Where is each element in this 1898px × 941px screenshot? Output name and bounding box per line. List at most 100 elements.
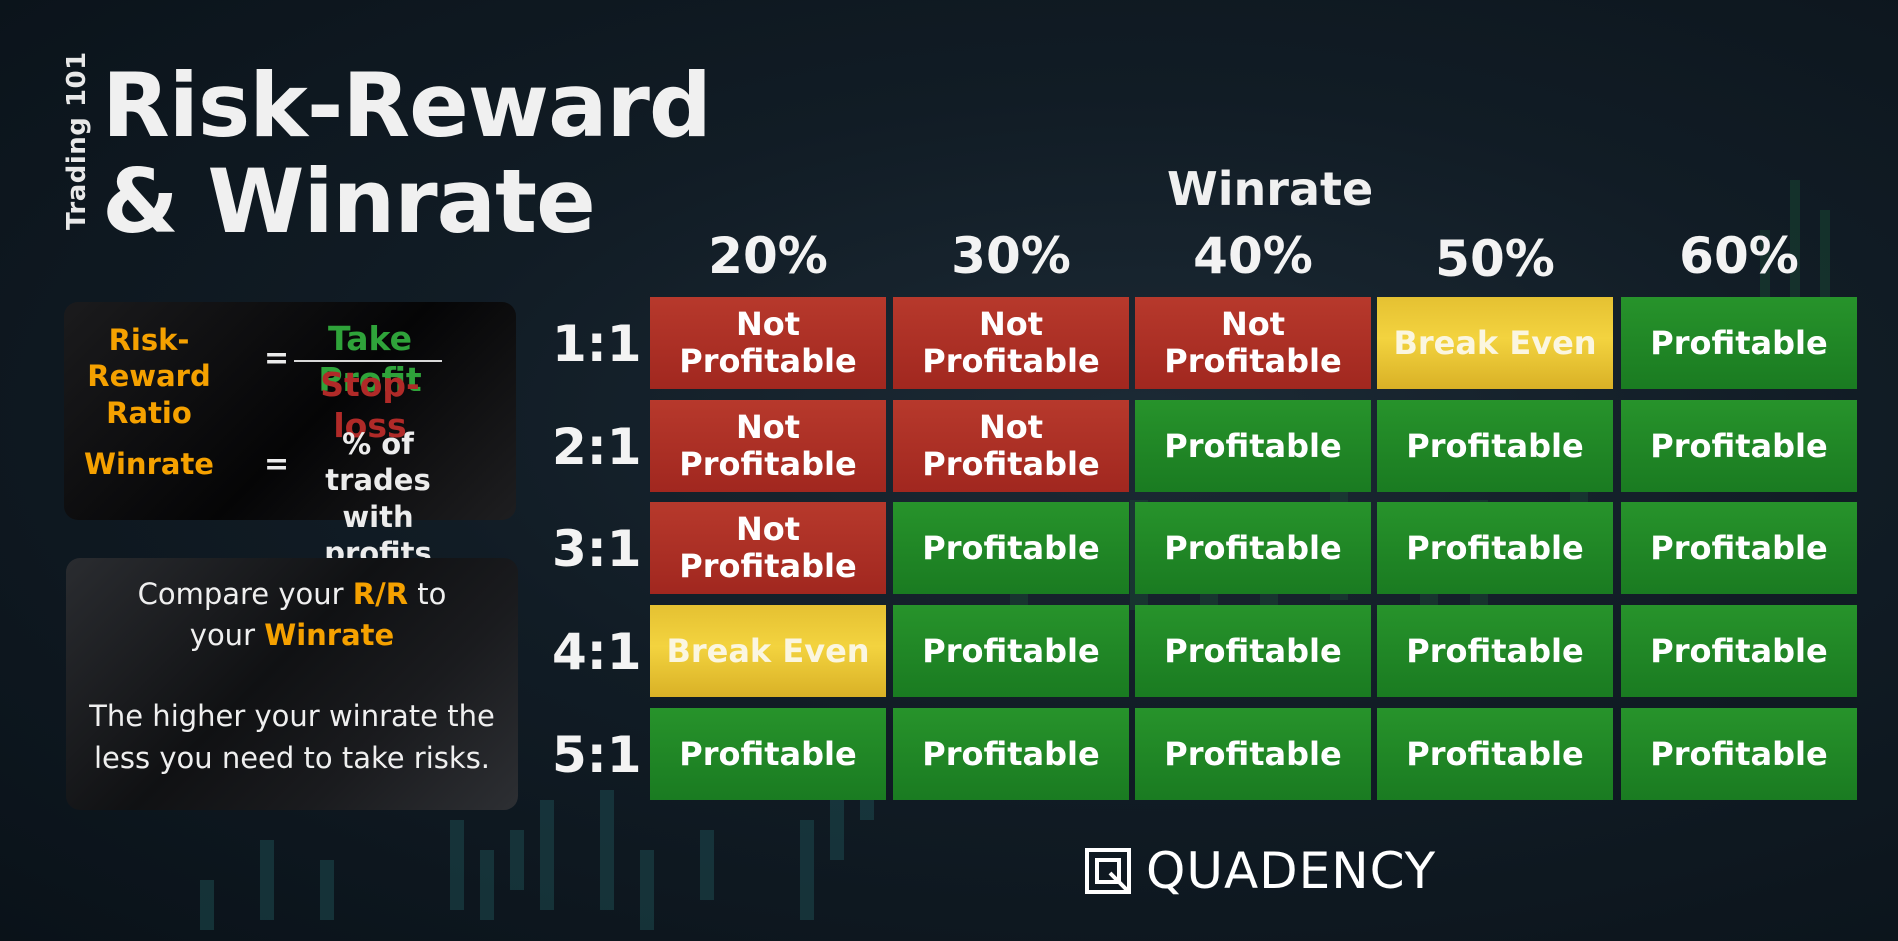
row-header: 2:1 xyxy=(552,418,642,476)
cell-text: Profitable xyxy=(1406,734,1584,773)
cell-text-line: Not xyxy=(735,510,801,549)
cell-text-line: Not xyxy=(735,408,801,447)
cell-text-line: Profitable xyxy=(1406,528,1584,567)
winrate-axis-title: Winrate xyxy=(1167,162,1374,216)
cell-text-line: Profitable xyxy=(1406,734,1584,773)
cell-profitable: Profitable xyxy=(650,708,886,800)
cell-text: Profitable xyxy=(1406,528,1584,567)
tip-winrate-highlight: Winrate xyxy=(264,618,395,653)
column-header: 40% xyxy=(1193,227,1313,285)
cell-break-even: Break Even xyxy=(1377,297,1613,389)
cell-profitable: Profitable xyxy=(1377,400,1613,492)
cell-profitable: Profitable xyxy=(1377,708,1613,800)
cell-text-line: Profitable xyxy=(1164,631,1342,670)
cell-text-line: Profitable xyxy=(679,445,857,483)
cell-text-line: Profitable xyxy=(1164,426,1342,465)
cell-not-profitable: Not Profitable xyxy=(650,297,886,389)
row-header: 5:1 xyxy=(552,726,642,784)
cell-text-line: Profitable xyxy=(1406,426,1584,465)
cell-break-even: Break Even xyxy=(650,605,886,697)
cell-profitable: Profitable xyxy=(1621,400,1857,492)
tip-rr-highlight: R/R xyxy=(352,577,409,611)
cell-not-profitable: Not Profitable xyxy=(1135,297,1371,389)
tip-box: Compare your R/R to your Winrate The hig… xyxy=(66,558,518,810)
stop-loss-label: Stop-loss xyxy=(320,365,420,446)
rr-label-line2: Ratio xyxy=(106,395,192,430)
tip-line1-a: Compare your xyxy=(137,577,353,611)
winrate-definition: % of trades with profits xyxy=(290,426,466,571)
cell-text-line: Break Even xyxy=(666,631,870,670)
cell-not-profitable: Not Profitable xyxy=(893,297,1129,389)
cell-text: Profitable xyxy=(1406,631,1584,670)
cell-profitable: Profitable xyxy=(1621,297,1857,389)
winrate-def-line1: % of trades xyxy=(325,427,431,498)
column-header: 50% xyxy=(1435,230,1555,288)
cell-text: Profitable xyxy=(1650,734,1828,773)
cell-profitable: Profitable xyxy=(1135,708,1371,800)
row-header: 3:1 xyxy=(552,520,642,578)
cell-text-line: Not xyxy=(735,305,801,344)
cell-not-profitable: Not Profitable xyxy=(893,400,1129,492)
column-header: 30% xyxy=(951,227,1071,285)
cell-text-line: Break Even xyxy=(1393,323,1597,362)
rr-label-line1: Risk-Reward xyxy=(87,323,211,394)
cell-text-line: Profitable xyxy=(922,528,1100,567)
cell-text: Profitable xyxy=(1164,426,1342,465)
winrate-label: Winrate xyxy=(84,447,214,481)
rr-label: Risk-Reward Ratio xyxy=(74,322,224,431)
cell-profitable: Profitable xyxy=(1377,502,1613,594)
cell-text: Not Profitable xyxy=(679,306,856,380)
fraction-line xyxy=(294,360,442,362)
cell-text: Not Profitable xyxy=(679,511,856,585)
cell-text-line: Profitable xyxy=(679,342,857,380)
cell-text-line: Profitable xyxy=(922,734,1100,773)
cell-text: Break Even xyxy=(666,631,870,670)
cell-text-line: Not xyxy=(978,408,1044,447)
cell-text: Profitable xyxy=(679,734,857,773)
cell-text-line: Profitable xyxy=(922,342,1100,380)
formula-box: Risk-Reward Ratio = Take Profit Stop-los… xyxy=(64,302,516,570)
cell-text-line: Profitable xyxy=(922,631,1100,670)
cell-text-line: Profitable xyxy=(1164,342,1342,380)
take-profit-label: Take Profit xyxy=(318,319,422,400)
cell-text-line: Profitable xyxy=(679,734,857,773)
cell-text-line: Profitable xyxy=(1650,631,1828,670)
brand-name: QUADENCY xyxy=(1146,842,1437,900)
cell-text-line: Profitable xyxy=(1406,631,1584,670)
cell-text-line: Profitable xyxy=(1164,734,1342,773)
cell-text: Profitable xyxy=(1650,426,1828,465)
tip-line1-b: to xyxy=(408,577,447,611)
cell-profitable: Profitable xyxy=(1135,502,1371,594)
cell-text-line: Profitable xyxy=(1650,734,1828,773)
cell-not-profitable: Not Profitable xyxy=(650,400,886,492)
cell-profitable: Profitable xyxy=(893,708,1129,800)
cell-profitable: Profitable xyxy=(1135,400,1371,492)
tip-line1: Compare your R/R to xyxy=(66,574,518,615)
page-title-line1: Risk-Reward xyxy=(102,54,712,157)
cell-text: Profitable xyxy=(1650,528,1828,567)
cell-text-line: Profitable xyxy=(922,445,1100,483)
tip-line4: less you need to take risks. xyxy=(93,740,491,775)
column-header: 60% xyxy=(1679,227,1799,285)
cell-text-line: Profitable xyxy=(1650,426,1828,465)
cell-profitable: Profitable xyxy=(1135,605,1371,697)
tip-line2-a: your xyxy=(189,618,265,653)
cell-text-line: Profitable xyxy=(1164,528,1342,567)
cell-text-line: Profitable xyxy=(1650,528,1828,567)
row-header: 4:1 xyxy=(552,623,642,681)
cell-profitable: Profitable xyxy=(1621,605,1857,697)
cell-text: Not Profitable xyxy=(1164,306,1341,380)
cell-profitable: Profitable xyxy=(1377,605,1613,697)
row-header: 1:1 xyxy=(552,315,642,373)
cell-text-line: Not xyxy=(978,305,1044,344)
cell-profitable: Profitable xyxy=(893,502,1129,594)
brand-footer: QUADENCY xyxy=(1084,842,1436,900)
cell-text: Profitable xyxy=(1164,528,1342,567)
cell-text: Break Even xyxy=(1393,323,1597,362)
quadency-logo-icon xyxy=(1085,848,1131,894)
cell-text: Not Profitable xyxy=(922,306,1099,380)
cell-profitable: Profitable xyxy=(893,605,1129,697)
cell-text: Profitable xyxy=(922,528,1100,567)
cell-text: Not Profitable xyxy=(679,409,856,483)
equals-sign-2: = xyxy=(264,447,290,482)
